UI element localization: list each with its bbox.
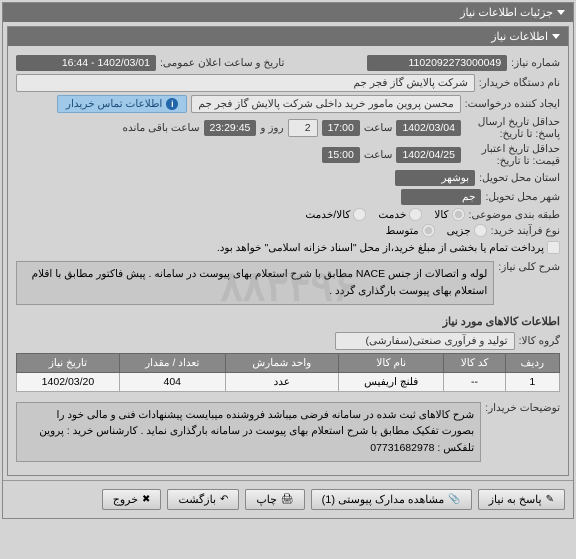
remain-time: 23:29:45 bbox=[204, 120, 257, 136]
main-title: جزئیات اطلاعات نیاز bbox=[460, 6, 553, 19]
table-header-row: ردیف کد کالا نام کالا واحد شمارش تعداد /… bbox=[17, 353, 560, 372]
exit-icon: ✖ bbox=[142, 494, 150, 505]
remain-day-label: روز و bbox=[260, 122, 283, 134]
validity-label: حداقل تاریخ اعتبار قیمت: تا تاریخ: bbox=[465, 143, 560, 167]
need-no-value: 1102092273000049 bbox=[367, 55, 507, 71]
buyer-org-value: شرکت پالایش گاز فجر جم bbox=[16, 74, 475, 92]
col-name: نام کالا bbox=[339, 353, 444, 372]
cell-code: -- bbox=[444, 372, 505, 391]
remain-suffix: ساعت باقی مانده bbox=[122, 122, 199, 134]
chevron-down-icon bbox=[557, 10, 565, 15]
cell-idx: 1 bbox=[505, 372, 559, 391]
goods-section-title: اطلاعات کالاهای مورد نیاز bbox=[16, 315, 560, 328]
need-no-label: شماره نیاز: bbox=[511, 57, 560, 69]
col-unit: واحد شمارش bbox=[225, 353, 338, 372]
info-header: اطلاعات نیاز bbox=[8, 27, 568, 46]
table-row: 1 -- فلنچ اریفیس عدد 404 1402/03/20 bbox=[17, 372, 560, 391]
proc-medium[interactable]: متوسط bbox=[386, 224, 435, 237]
category-radio-group: کالا خدمت کالا/خدمت bbox=[305, 208, 464, 221]
back-button[interactable]: ↶بازگشت bbox=[167, 489, 239, 510]
col-idx: ردیف bbox=[505, 353, 559, 372]
col-date: تاریخ نیاز bbox=[17, 353, 120, 372]
deadline-time: 17:00 bbox=[322, 120, 360, 136]
contact-link[interactable]: i اطلاعات تماس خریدار bbox=[57, 95, 187, 113]
creator-label: ایجاد کننده درخواست: bbox=[465, 98, 560, 110]
goods-group-value: تولید و فرآوری صنعتی(سفارشی) bbox=[335, 332, 515, 350]
validity-time-label: ساعت bbox=[364, 149, 393, 161]
province-value: بوشهر bbox=[395, 170, 475, 186]
province-label: استان محل تحویل: bbox=[479, 172, 560, 184]
back-icon: ↶ bbox=[220, 494, 228, 505]
print-icon: 🖨 bbox=[281, 494, 294, 505]
deadline-time-label: ساعت bbox=[364, 122, 393, 134]
cell-date: 1402/03/20 bbox=[17, 372, 120, 391]
info-panel: اطلاعات نیاز شماره نیاز: 110209227300004… bbox=[7, 26, 569, 476]
validity-time: 15:00 bbox=[322, 147, 360, 163]
buyer-org-label: نام دستگاه خریدار: bbox=[479, 77, 560, 89]
remain-days: 2 bbox=[288, 119, 318, 137]
button-bar: ✎پاسخ به نیاز 📎مشاهده مدارک پیوستی (1) 🖨… bbox=[3, 480, 573, 518]
info-title: اطلاعات نیاز bbox=[491, 30, 548, 43]
goods-group-label: گروه کالا: bbox=[519, 335, 560, 347]
proc-small[interactable]: جزیی bbox=[447, 224, 487, 237]
buyer-note-label: توضیحات خریدار: bbox=[485, 398, 560, 414]
cat-both[interactable]: کالا/خدمت bbox=[305, 208, 366, 221]
cell-unit: عدد bbox=[225, 372, 338, 391]
info-icon: i bbox=[166, 98, 178, 110]
cell-name: فلنچ اریفیس bbox=[339, 372, 444, 391]
announce-label: تاریخ و ساعت اعلان عمومی: bbox=[160, 57, 284, 69]
payment-note-checkbox[interactable]: پرداخت تمام یا بخشی از مبلغ خرید،از محل … bbox=[217, 241, 560, 254]
deadline-date: 1402/03/04 bbox=[396, 120, 461, 136]
subject-text: لوله و اتصالات از جنس NACE مطابق با شرح … bbox=[16, 261, 494, 305]
attachments-button[interactable]: 📎مشاهده مدارک پیوستی (1) bbox=[311, 489, 472, 510]
subject-label: شرح کلی نیاز: bbox=[498, 257, 560, 273]
payment-note-text: پرداخت تمام یا بخشی از مبلغ خرید،از محل … bbox=[217, 242, 544, 254]
announce-value: 1402/03/01 - 16:44 bbox=[16, 55, 156, 71]
chevron-down-icon bbox=[552, 34, 560, 39]
cat-goods[interactable]: کالا bbox=[434, 208, 464, 221]
category-label: طبقه بندی موضوعی: bbox=[469, 209, 560, 221]
col-code: کد کالا bbox=[444, 353, 505, 372]
cat-service[interactable]: خدمت bbox=[378, 208, 422, 221]
attachment-icon: 📎 bbox=[448, 494, 460, 505]
col-qty: تعداد / مقدار bbox=[119, 353, 225, 372]
reply-button[interactable]: ✎پاسخ به نیاز bbox=[478, 489, 565, 510]
main-panel: جزئیات اطلاعات نیاز اطلاعات نیاز شماره ن… bbox=[2, 2, 574, 519]
process-label: نوع فرآیند خرید: bbox=[491, 225, 560, 237]
process-radio-group: جزیی متوسط bbox=[386, 224, 487, 237]
exit-button[interactable]: ✖خروج bbox=[102, 489, 162, 510]
main-header: جزئیات اطلاعات نیاز bbox=[3, 3, 573, 22]
cell-qty: 404 bbox=[119, 372, 225, 391]
goods-table: ردیف کد کالا نام کالا واحد شمارش تعداد /… bbox=[16, 353, 560, 392]
buyer-note-text: شرح کالاهای ثبت شده در سامانه فرضی میباش… bbox=[16, 402, 481, 462]
city-value: جم bbox=[401, 189, 481, 205]
reply-icon: ✎ bbox=[546, 494, 554, 505]
contact-link-text: اطلاعات تماس خریدار bbox=[66, 98, 162, 110]
validity-date: 1402/04/25 bbox=[396, 147, 461, 163]
deadline-label: حداقل تاریخ ارسال پاسخ: تا تاریخ: bbox=[465, 116, 560, 140]
creator-value: محسن پروین مامور خرید داخلی شرکت پالایش … bbox=[191, 95, 460, 113]
city-label: شهر محل تحویل: bbox=[485, 191, 560, 203]
print-button[interactable]: 🖨چاپ bbox=[245, 489, 304, 510]
